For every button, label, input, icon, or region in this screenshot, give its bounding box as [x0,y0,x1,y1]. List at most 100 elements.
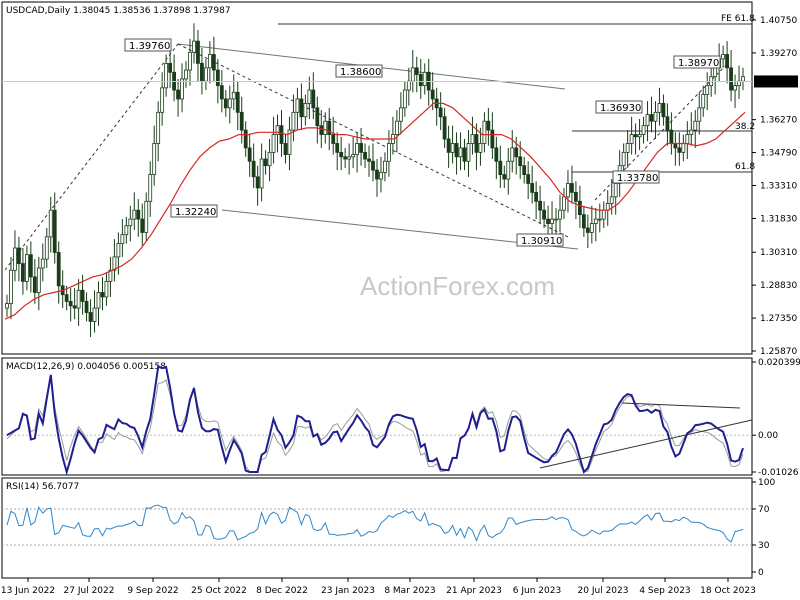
rsi-y-label: 70 [758,505,770,515]
candle [729,67,733,91]
candle [398,107,403,122]
candle [215,69,220,87]
candle [466,143,471,162]
candle [136,209,141,220]
y-tick-label: 1.33310 [760,182,797,192]
candle [267,151,272,167]
price-tag-label: 1.36930 [600,103,641,114]
candle [522,165,527,176]
candle [180,78,184,100]
candle [733,85,737,91]
candle [303,103,308,118]
candle [76,289,81,309]
price-tag-label: 1.39760 [129,41,170,52]
candle [243,129,248,149]
candle [518,156,523,167]
candle [295,98,300,113]
price-tag-box [124,38,172,52]
watermark: ActionForex.com [360,271,555,301]
candle [207,54,212,69]
candle [394,120,399,135]
y-tick-label: 1.40750 [760,16,797,26]
candle [693,120,698,131]
candle [84,300,89,313]
candle [319,125,324,135]
x-tick-label: 27 Jul 2022 [64,586,115,596]
fib-label: 38.2 [735,122,755,132]
candle [299,98,304,118]
x-tick-label: 21 Apr 2023 [446,586,502,596]
price-tag-label: 1.38600 [340,67,381,78]
candle [458,147,463,158]
candle [538,200,543,211]
candle [88,312,93,322]
candle [148,174,153,202]
candle [80,289,85,302]
candle [331,134,336,144]
candle [478,143,483,153]
price-tag-box [612,170,660,184]
rsi-header: RSI(14) 56.7077 [6,482,79,492]
candle [558,209,562,220]
candle [36,267,41,293]
candle [554,218,558,221]
candle [108,269,113,282]
x-tick-label: 6 Jun 2023 [513,586,561,596]
candle [625,143,630,153]
candle [347,156,352,160]
candle [351,154,356,158]
main-header-symbol: USDCAD,Daily 1.38045 1.38536 1.37898 1.3… [6,6,231,16]
x-tick-label: 13 Jun 2022 [1,586,55,596]
candle [597,218,602,221]
candle [124,225,129,236]
candle [21,263,25,282]
candle [677,147,682,153]
macd-line [6,365,744,476]
candle [685,134,690,144]
sma-line [4,102,746,320]
rsi-pane-frame [1,477,753,579]
candle [669,129,674,144]
candle [641,125,646,135]
macd-y-label: -0.01026 [758,468,799,478]
rsi-y-label: 30 [758,541,770,551]
candle [64,294,69,302]
candle [490,129,495,149]
rsi-y-label: 100 [758,478,775,488]
candle [184,69,188,80]
candle [430,89,435,100]
candle [9,269,13,305]
candle [168,62,173,73]
candle [450,143,455,153]
candle [526,174,531,184]
candle [725,54,729,69]
candle [454,143,459,158]
candle [697,107,702,122]
candle [96,292,101,309]
candle [566,183,570,198]
candle [251,160,256,178]
candle [287,129,292,155]
candle [661,103,666,118]
candle [621,151,626,167]
candle [574,191,578,202]
candle [534,191,539,202]
candle [152,143,157,176]
x-tick-label: 25 Oct 2022 [191,586,247,596]
candle [52,209,57,253]
candle [40,258,45,269]
candle [510,147,515,162]
candle [5,303,9,309]
candle [581,214,586,229]
candle [387,143,391,162]
candle [486,120,491,131]
candle [570,183,574,193]
candle [418,74,423,87]
candle [100,292,105,298]
candle [56,252,61,287]
x-tick-label: 9 Sep 2022 [127,586,178,596]
x-tick-label: 20 Jul 2023 [578,586,629,596]
candle [68,300,73,307]
candle [132,209,137,220]
candle [128,218,133,227]
